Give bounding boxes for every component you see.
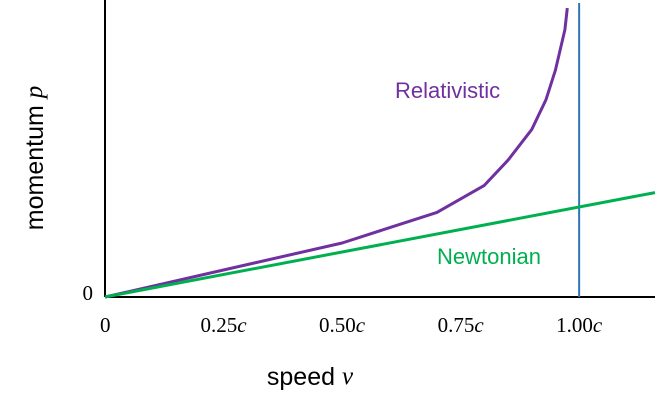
y-tick-label: 0 (83, 281, 94, 305)
x-tick-label: 1.00c (556, 313, 603, 337)
x-tick-label: 0 (100, 313, 111, 337)
x-tick-label: 0.50c (319, 313, 366, 337)
series-label: Newtonian (437, 244, 541, 269)
series-line (104, 191, 656, 299)
y-axis-label: momentum p (21, 86, 49, 230)
series-label: Relativistic (395, 78, 500, 103)
x-tick-label: 0.25c (200, 313, 247, 337)
x-axis-label: speed v (267, 363, 354, 391)
x-tick-label: 0.75c (438, 313, 485, 337)
series-line (104, 7, 569, 299)
